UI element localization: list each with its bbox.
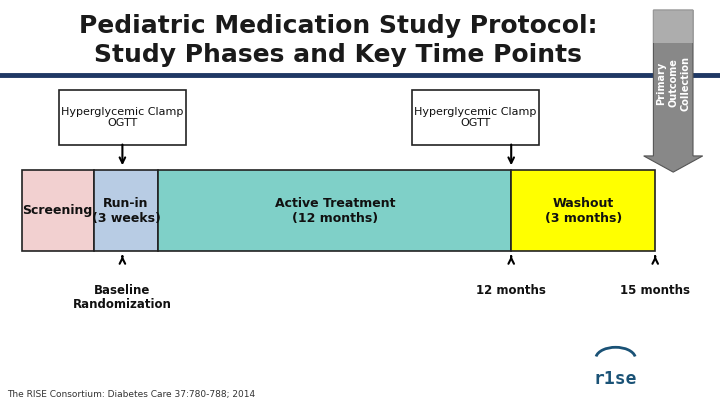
FancyBboxPatch shape bbox=[59, 90, 186, 145]
Text: Study Phases and Key Time Points: Study Phases and Key Time Points bbox=[94, 43, 582, 67]
Text: r1se: r1se bbox=[594, 370, 637, 388]
FancyBboxPatch shape bbox=[22, 170, 94, 251]
FancyBboxPatch shape bbox=[158, 170, 511, 251]
Text: Run-in
(3 weeks): Run-in (3 weeks) bbox=[91, 196, 161, 225]
Text: Pediatric Medication Study Protocol:: Pediatric Medication Study Protocol: bbox=[79, 14, 598, 38]
Text: 12 months: 12 months bbox=[476, 284, 546, 296]
Text: The RISE Consortium: Diabetes Care 37:780-788; 2014: The RISE Consortium: Diabetes Care 37:78… bbox=[7, 390, 256, 399]
Text: Hyperglycemic Clamp
OGTT: Hyperglycemic Clamp OGTT bbox=[61, 107, 184, 128]
Text: 15 months: 15 months bbox=[620, 284, 690, 296]
Text: Hyperglycemic Clamp
OGTT: Hyperglycemic Clamp OGTT bbox=[414, 107, 536, 128]
Text: Screening: Screening bbox=[22, 204, 93, 217]
Text: Primary
Outcome
Collection: Primary Outcome Collection bbox=[656, 55, 690, 111]
Text: Washout
(3 months): Washout (3 months) bbox=[544, 196, 622, 225]
Text: Active Treatment
(12 months): Active Treatment (12 months) bbox=[274, 196, 395, 225]
FancyBboxPatch shape bbox=[94, 170, 158, 251]
FancyBboxPatch shape bbox=[412, 90, 539, 145]
Polygon shape bbox=[644, 10, 703, 172]
FancyBboxPatch shape bbox=[511, 170, 655, 251]
Text: Baseline
Randomization: Baseline Randomization bbox=[73, 284, 172, 311]
Polygon shape bbox=[654, 10, 693, 43]
